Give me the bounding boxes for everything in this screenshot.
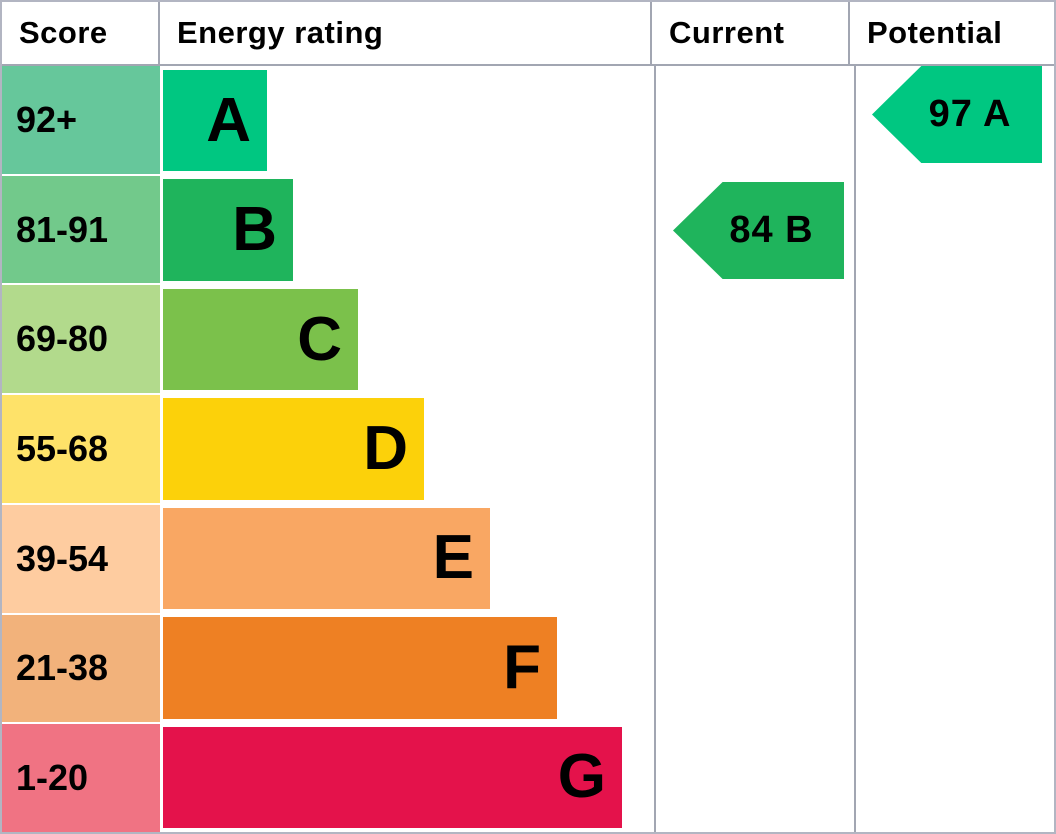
rating-row-a: A bbox=[160, 66, 654, 175]
score-band-f: 21-38 bbox=[2, 614, 160, 725]
current-column: 84 B bbox=[654, 66, 854, 832]
rating-bar-a: A bbox=[163, 70, 267, 172]
potential-rating-arrow: 97 A bbox=[872, 66, 1042, 163]
score-band-g: 1-20 bbox=[2, 724, 160, 833]
rating-letter-b: B bbox=[232, 195, 277, 265]
potential-column: 97 A bbox=[854, 66, 1054, 832]
rating-row-e: E bbox=[160, 504, 654, 613]
current-rating-arrow: 84 B bbox=[673, 182, 844, 279]
rating-row-b: B bbox=[160, 175, 654, 284]
rating-bar-e: E bbox=[163, 507, 490, 610]
score-column: 92+ 81-91 69-80 55-68 39-54 21-38 1-20 bbox=[2, 66, 160, 833]
header-potential: Potential bbox=[867, 15, 1003, 50]
rating-letter-c: C bbox=[297, 304, 342, 374]
rating-bar-d: D bbox=[163, 398, 424, 500]
score-band-a: 92+ bbox=[2, 66, 160, 176]
rating-bar-f: F bbox=[163, 617, 557, 719]
chart-header: Score Energy rating Current Potential bbox=[2, 2, 1054, 66]
rating-row-d: D bbox=[160, 394, 654, 503]
header-current: Current bbox=[652, 2, 850, 64]
rating-bar-c: C bbox=[163, 288, 358, 391]
potential-rating-label: 97 A bbox=[928, 93, 1012, 135]
rating-row-f: F bbox=[160, 613, 654, 722]
current-rating-label: 84 B bbox=[729, 209, 814, 251]
score-band-c: 69-80 bbox=[2, 285, 160, 396]
score-band-b: 81-91 bbox=[2, 175, 160, 286]
rating-letter-a: A bbox=[206, 85, 251, 155]
header-energy-rating: Energy rating bbox=[160, 2, 652, 64]
rating-bar-g: G bbox=[163, 726, 622, 828]
header-score: Score bbox=[2, 2, 160, 64]
score-band-d: 55-68 bbox=[2, 395, 160, 505]
rating-bar-b: B bbox=[163, 179, 293, 281]
rating-letter-e: E bbox=[432, 523, 474, 593]
rating-letter-f: F bbox=[503, 632, 541, 702]
rating-column: A B C D E bbox=[160, 66, 654, 832]
rating-row-g: G bbox=[160, 723, 654, 832]
rating-letter-g: G bbox=[557, 742, 606, 812]
score-band-e: 39-54 bbox=[2, 504, 160, 615]
rating-row-c: C bbox=[160, 285, 654, 394]
rating-letter-d: D bbox=[363, 413, 408, 483]
chart-body: 92+ 81-91 69-80 55-68 39-54 21-38 1-20 A… bbox=[2, 66, 1054, 833]
